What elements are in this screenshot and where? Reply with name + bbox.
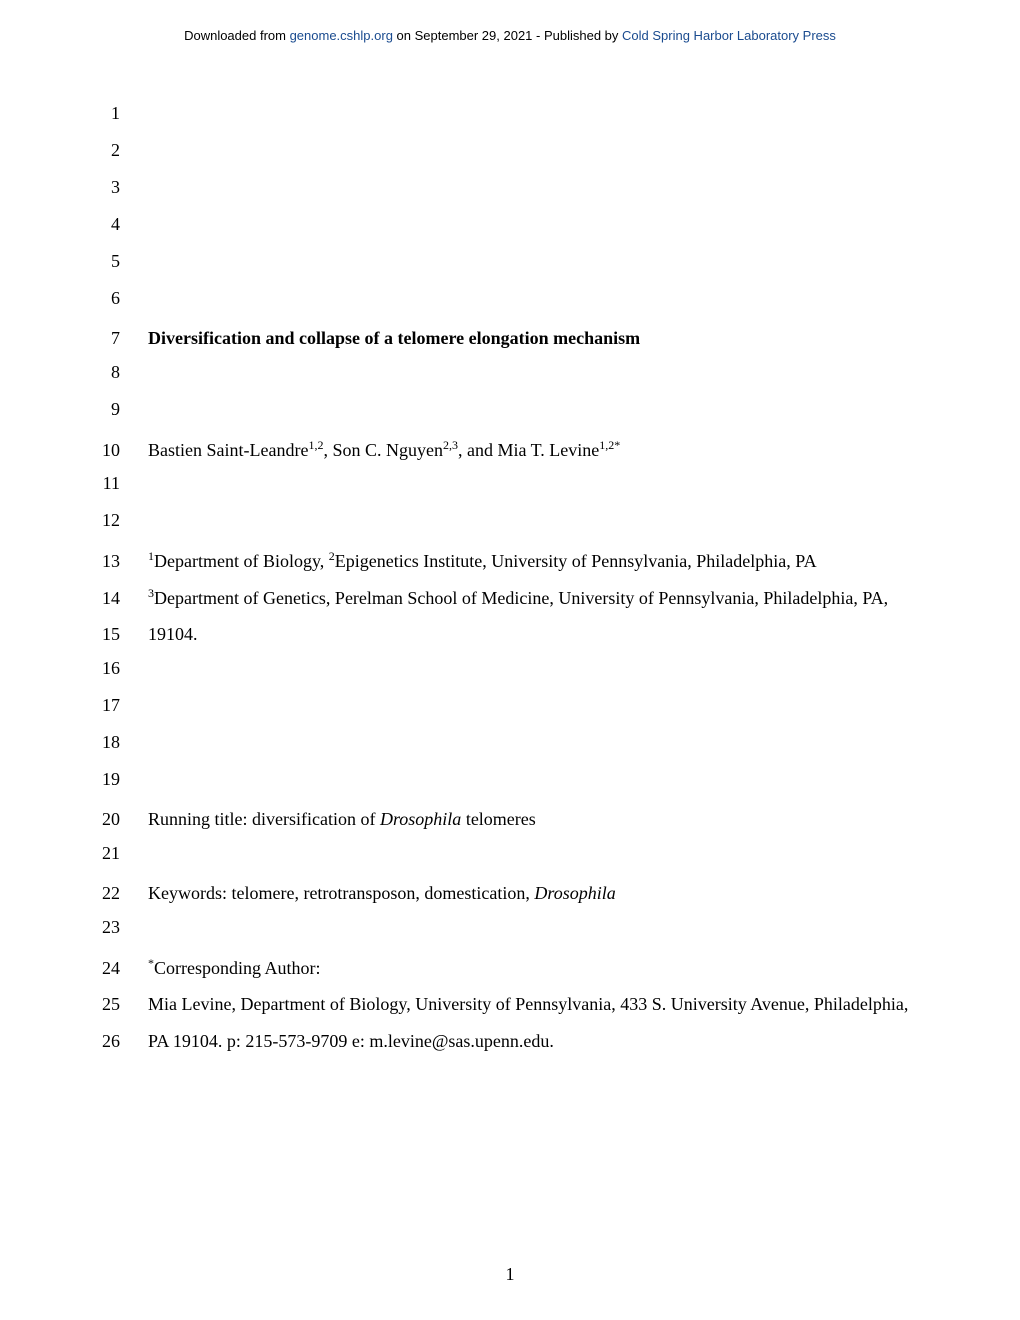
line-row: 9 [100, 399, 920, 436]
authors-line: Bastien Saint-Leandre1,2, Son C. Nguyen2… [148, 436, 620, 464]
keywords-line: Keywords: telomere, retrotransposon, dom… [148, 880, 616, 907]
line-row: 15 19104. [100, 621, 920, 658]
line-number: 20 [100, 809, 148, 830]
author-name: Bastien Saint-Leandre [148, 440, 308, 460]
line-row: 25 Mia Levine, Department of Biology, Un… [100, 991, 920, 1028]
author-name: , and Mia T. Levine [458, 440, 599, 460]
line-row: 19 [100, 769, 920, 806]
keywords-italic: Drosophila [534, 883, 615, 903]
line-number: 22 [100, 883, 148, 904]
line-number: 15 [100, 624, 148, 645]
keywords-prefix: Keywords: telomere, retrotransposon, dom… [148, 883, 534, 903]
line-row: 24 *Corresponding Author: [100, 954, 920, 991]
line-number: 2 [100, 140, 148, 161]
line-content: Mia Levine, Department of Biology, Unive… [148, 991, 908, 1018]
affil-text: Department of Biology, [154, 551, 329, 571]
line-row: 14 3Department of Genetics, Perelman Sch… [100, 584, 920, 621]
corresp-text: Corresponding Author: [154, 958, 321, 978]
affil-text: Epigenetics Institute, University of Pen… [335, 551, 817, 571]
line-row: 20 Running title: diversification of Dro… [100, 806, 920, 843]
line-number: 23 [100, 917, 148, 938]
article-title: Diversification and collapse of a telome… [148, 325, 640, 352]
line-row: 13 1Department of Biology, 2Epigenetics … [100, 547, 920, 584]
running-italic: Drosophila [380, 809, 461, 829]
line-number: 25 [100, 994, 148, 1015]
header-prefix: Downloaded from [184, 28, 290, 43]
line-row: 17 [100, 695, 920, 732]
line-number: 13 [100, 551, 148, 572]
line-number: 26 [100, 1031, 148, 1052]
line-row: 22 Keywords: telomere, retrotransposon, … [100, 880, 920, 917]
line-number: 16 [100, 658, 148, 679]
line-row: 16 [100, 658, 920, 695]
running-prefix: Running title: diversification of [148, 809, 380, 829]
line-row: 26 PA 19104. p: 215-573-9709 e: m.levine… [100, 1028, 920, 1065]
line-row: 12 [100, 510, 920, 547]
line-number: 8 [100, 362, 148, 383]
running-title: Running title: diversification of Drosop… [148, 806, 536, 833]
line-number: 11 [100, 473, 148, 494]
line-row: 5 [100, 251, 920, 288]
line-number: 1 [100, 103, 148, 124]
line-row: 18 [100, 732, 920, 769]
line-number: 6 [100, 288, 148, 309]
line-number: 9 [100, 399, 148, 420]
cshl-press-link[interactable]: Cold Spring Harbor Laboratory Press [622, 28, 836, 43]
line-row: 6 [100, 288, 920, 325]
line-row: 11 [100, 473, 920, 510]
line-row: 7 Diversification and collapse of a telo… [100, 325, 920, 362]
line-number: 19 [100, 769, 148, 790]
affiliation-line: 1Department of Biology, 2Epigenetics Ins… [148, 547, 817, 575]
download-header: Downloaded from genome.cshlp.org on Sept… [0, 0, 1020, 53]
line-row: 23 [100, 917, 920, 954]
genome-link[interactable]: genome.cshlp.org [290, 28, 393, 43]
line-number: 4 [100, 214, 148, 235]
manuscript-body: 1 2 3 4 5 6 7 Diversification and collap… [0, 53, 1020, 1065]
line-number: 17 [100, 695, 148, 716]
corresponding-author: *Corresponding Author: [148, 954, 321, 982]
affiliation-line: 3Department of Genetics, Perelman School… [148, 584, 888, 612]
line-number: 24 [100, 958, 148, 979]
line-number: 12 [100, 510, 148, 531]
line-number: 18 [100, 732, 148, 753]
line-number: 10 [100, 440, 148, 461]
line-row: 3 [100, 177, 920, 214]
line-number: 5 [100, 251, 148, 272]
author-sup: 1,2* [599, 438, 620, 452]
line-row: 1 [100, 103, 920, 140]
running-suffix: telomeres [461, 809, 535, 829]
line-row: 2 [100, 140, 920, 177]
line-row: 8 [100, 362, 920, 399]
line-number: 14 [100, 588, 148, 609]
header-middle: on September 29, 2021 - Published by [393, 28, 622, 43]
affil-text: Department of Genetics, Perelman School … [154, 588, 888, 608]
line-row: 10 Bastien Saint-Leandre1,2, Son C. Nguy… [100, 436, 920, 473]
author-sup: 1,2 [308, 438, 323, 452]
line-row: 21 [100, 843, 920, 880]
line-row: 4 [100, 214, 920, 251]
line-content: 19104. [148, 621, 198, 648]
line-number: 3 [100, 177, 148, 198]
line-content: PA 19104. p: 215-573-9709 e: m.levine@sa… [148, 1028, 554, 1055]
line-number: 21 [100, 843, 148, 864]
page-number: 1 [0, 1264, 1020, 1285]
author-sup: 2,3 [443, 438, 458, 452]
line-number: 7 [100, 328, 148, 349]
author-name: , Son C. Nguyen [323, 440, 443, 460]
